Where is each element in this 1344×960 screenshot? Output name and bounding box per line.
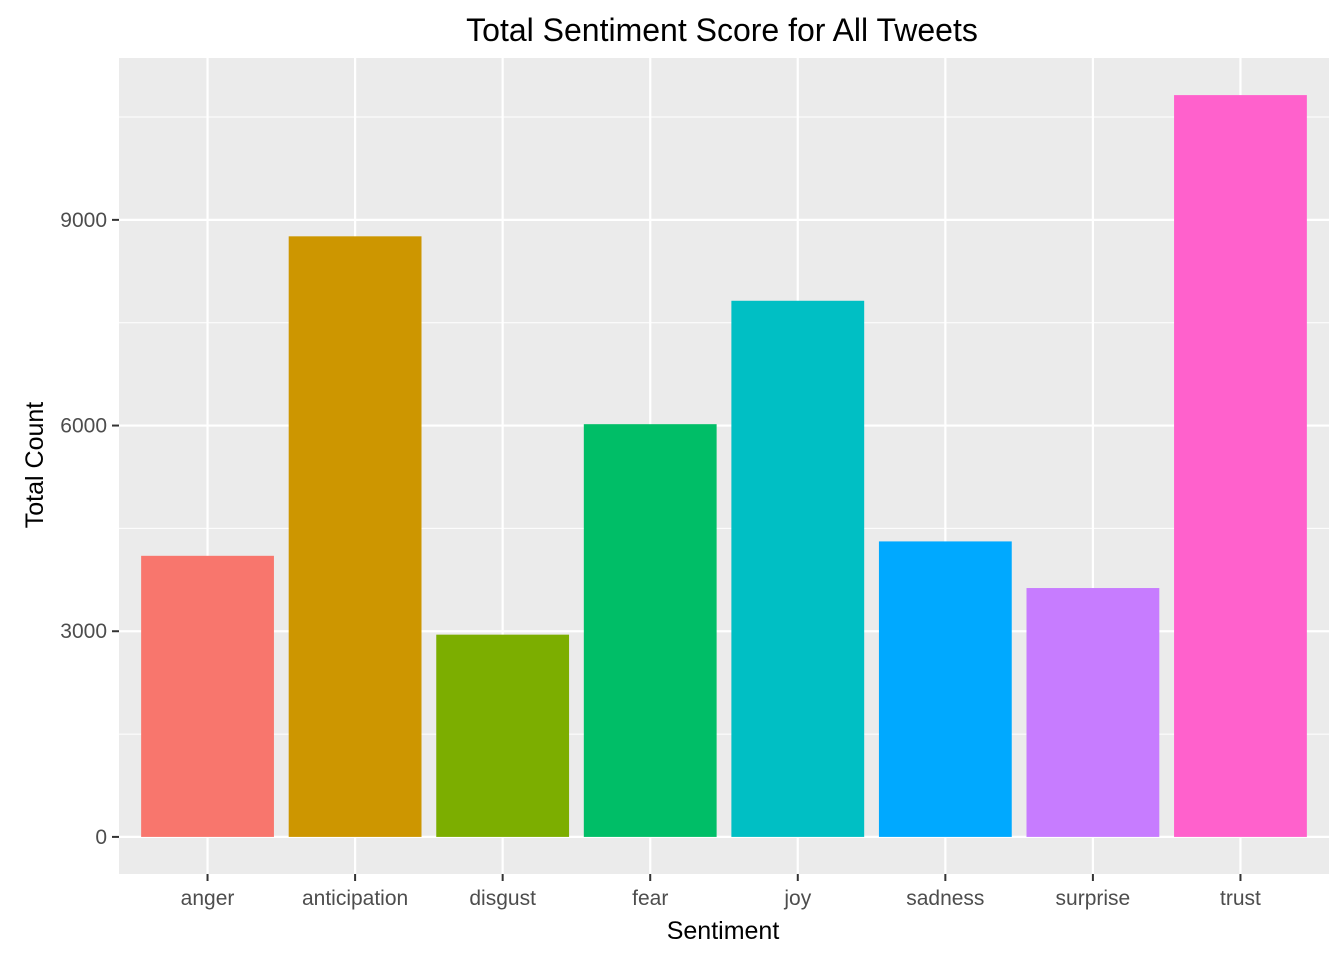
x-tick-label-trust: trust xyxy=(1220,887,1261,910)
bar-surprise xyxy=(1026,588,1160,837)
x-tick-label-sadness: sadness xyxy=(906,887,984,910)
bar-disgust xyxy=(436,634,570,837)
bars xyxy=(141,95,1307,837)
bar-trust xyxy=(1174,95,1307,837)
x-tick-label-surprise: surprise xyxy=(1056,887,1131,910)
x-tick-label-disgust: disgust xyxy=(469,887,536,910)
y-axis-ticks: 0 3000 6000 9000 xyxy=(60,209,119,849)
bar-anger xyxy=(141,555,274,837)
y-tick-label: 9000 xyxy=(60,209,107,232)
y-tick-label: 3000 xyxy=(60,620,107,643)
y-axis-title: Total Count xyxy=(21,402,49,529)
y-tick-label: 0 xyxy=(95,826,107,849)
x-axis-title: Sentiment xyxy=(667,917,780,945)
chart-title: Total Sentiment Score for All Tweets xyxy=(466,12,978,48)
bar-anticipation xyxy=(288,236,422,837)
x-tick-label-anticipation: anticipation xyxy=(302,887,408,910)
x-axis-ticks: anger anticipation disgust fear joy sadness su… xyxy=(181,874,1261,910)
bar-fear xyxy=(583,424,717,837)
x-tick-label-anger: anger xyxy=(181,887,235,910)
y-tick-label: 6000 xyxy=(60,415,107,438)
bar-joy xyxy=(731,300,865,837)
x-tick-label-fear: fear xyxy=(632,887,668,910)
x-tick-label-joy: joy xyxy=(783,887,811,910)
bar-sadness xyxy=(878,541,1012,837)
